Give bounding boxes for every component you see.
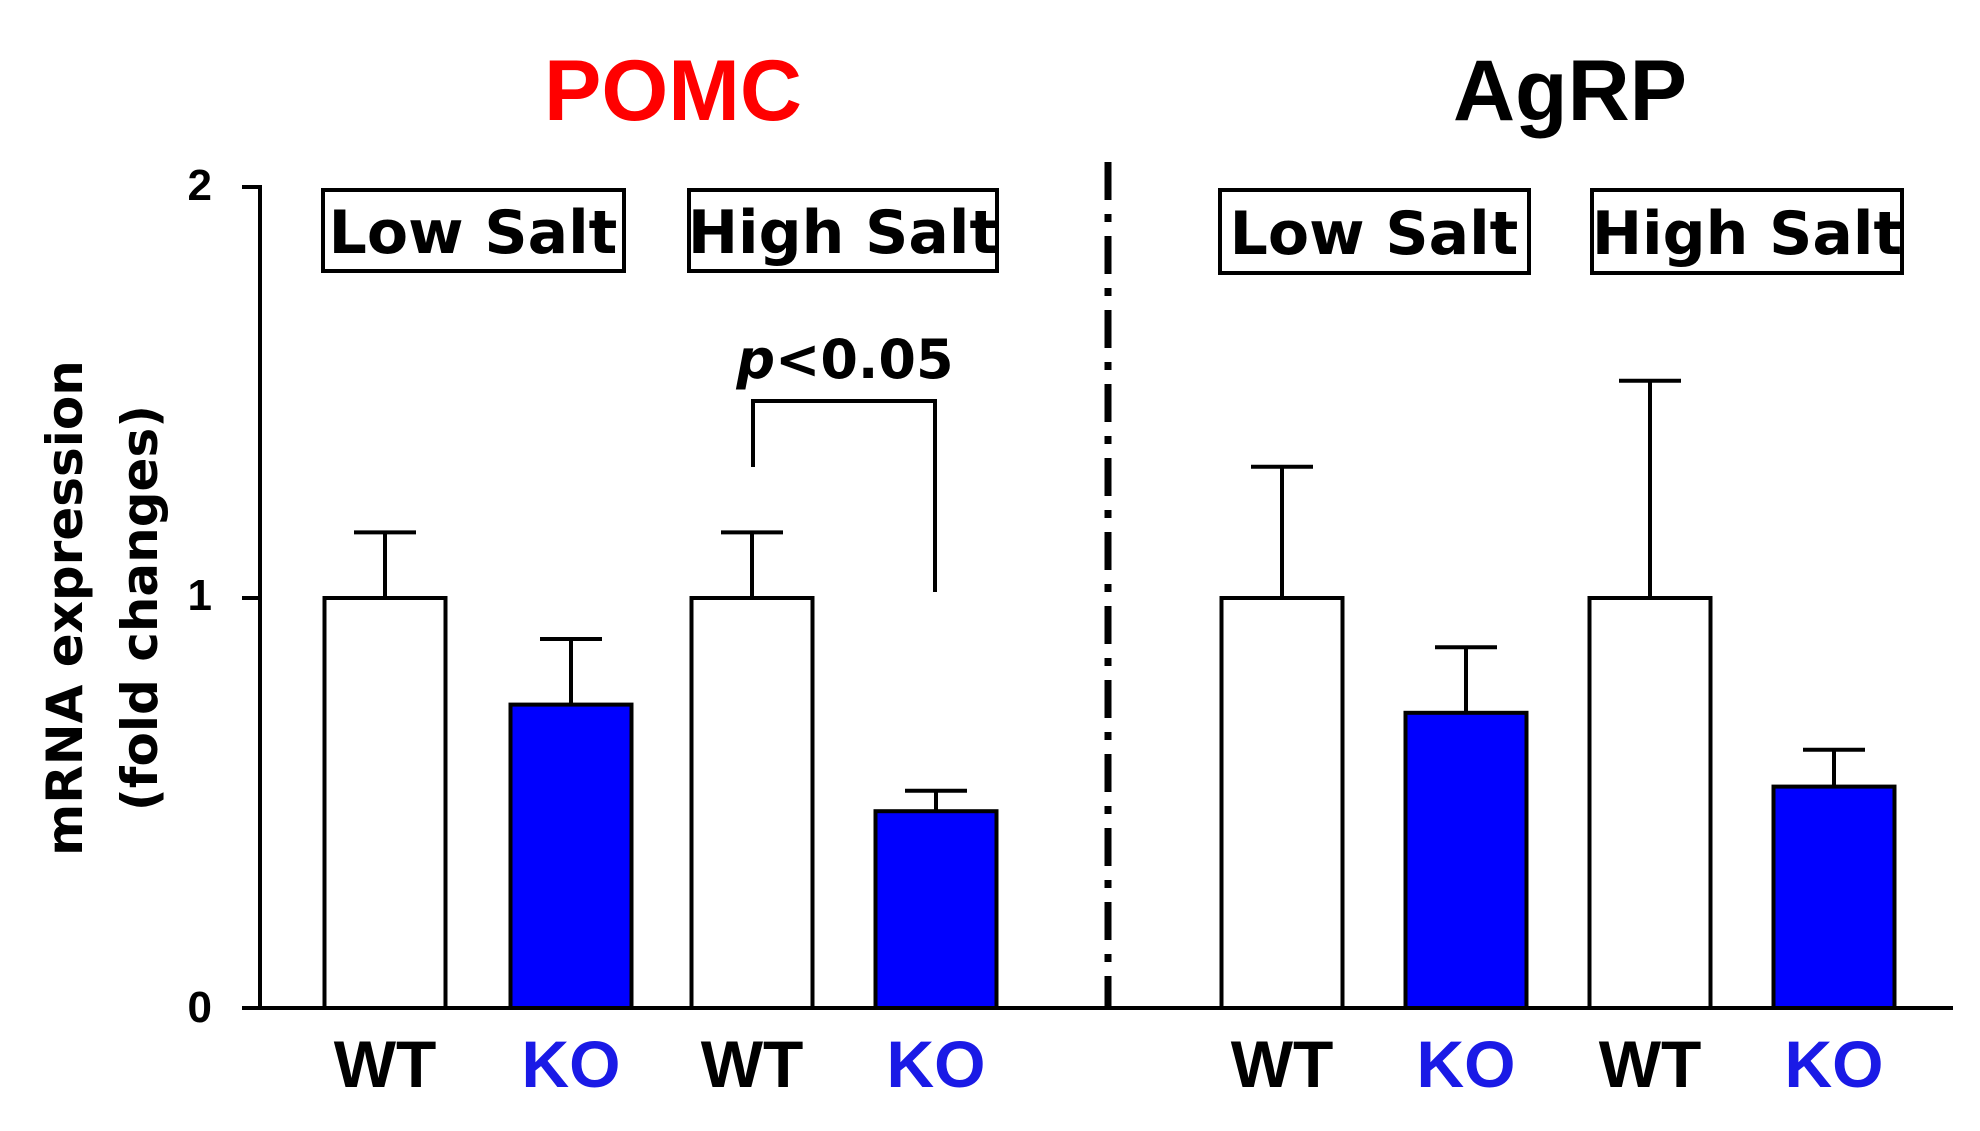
agrp-title: AgRP <box>1453 43 1687 139</box>
pomc-low-salt-box: Low Salt <box>321 188 626 273</box>
agrp-high-salt-label: High Salt <box>1592 199 1902 269</box>
bar-agrp-low-wt <box>1219 596 1345 1010</box>
x-label-agrp-high-wt: WT <box>1599 1027 1702 1101</box>
agrp-high-salt-box: High Salt <box>1590 188 1904 275</box>
x-label-pomc-high-wt: WT <box>701 1027 804 1101</box>
pomc-title: POMC <box>544 43 802 139</box>
y-axis-label-line2: (fold changes) <box>111 405 169 811</box>
significance-threshold: <0.05 <box>775 328 953 391</box>
x-label-agrp-high-ko: KO <box>1785 1027 1884 1101</box>
agrp-low-salt-label: Low Salt <box>1230 199 1519 269</box>
bar-pomc-low-wt <box>322 596 448 1010</box>
significance-p: p <box>735 328 775 391</box>
x-label-agrp-low-ko: KO <box>1417 1027 1516 1101</box>
y-tick-1: 1 <box>188 571 212 620</box>
x-label-pomc-high-ko: KO <box>887 1027 986 1101</box>
bar-agrp-high-wt <box>1587 596 1713 1010</box>
pomc-high-salt-box: High Salt <box>687 188 999 273</box>
significance-annotation: p<0.05 <box>735 328 954 592</box>
x-label-pomc-low-wt: WT <box>334 1027 437 1101</box>
bar-agrp-low-ko <box>1403 710 1529 1010</box>
bar-pomc-low-ko <box>508 702 634 1010</box>
x-category-labels: WT KO WT KO WT KO WT KO <box>334 1027 1884 1101</box>
significance-label: p<0.05 <box>735 328 953 391</box>
bar-pomc-high-ko <box>873 809 999 1011</box>
error-bars-layer <box>354 378 1865 812</box>
y-tick-2: 2 <box>188 161 212 210</box>
agrp-low-salt-box: Low Salt <box>1218 188 1531 275</box>
pomc-high-salt-label: High Salt <box>688 198 998 268</box>
y-axis-label-line1: mRNA expression <box>36 360 94 856</box>
bar-agrp-high-ko <box>1771 784 1897 1010</box>
bars-layer <box>322 596 1897 1011</box>
significance-bracket <box>751 399 937 592</box>
pomc-low-salt-label: Low Salt <box>329 198 618 268</box>
x-label-pomc-low-ko: KO <box>522 1027 621 1101</box>
bar-pomc-high-wt <box>689 596 815 1010</box>
x-label-agrp-low-wt: WT <box>1231 1027 1334 1101</box>
y-tick-0: 0 <box>188 983 212 1032</box>
